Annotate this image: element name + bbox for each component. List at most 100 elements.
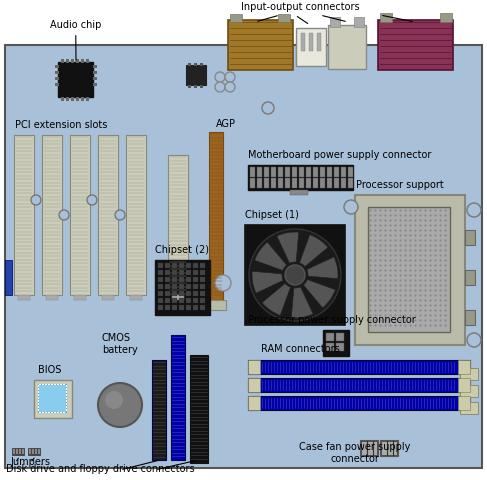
Bar <box>334 167 339 177</box>
Text: Motherboard power supply connector: Motherboard power supply connector <box>248 150 431 160</box>
Text: Processor power supply connector: Processor power supply connector <box>248 315 416 325</box>
Bar <box>460 402 478 414</box>
Bar <box>301 33 305 51</box>
Bar <box>200 63 203 66</box>
Bar <box>248 360 470 374</box>
Bar <box>29 449 31 454</box>
Bar <box>327 178 332 188</box>
Bar <box>158 270 163 275</box>
Wedge shape <box>277 232 299 263</box>
Text: Disk drive and floppy drive connectors: Disk drive and floppy drive connectors <box>6 464 194 474</box>
Bar <box>200 305 205 310</box>
Bar <box>158 291 163 296</box>
Bar <box>354 17 364 27</box>
Bar <box>42 135 62 295</box>
Bar <box>292 167 297 177</box>
Bar <box>188 85 191 88</box>
Bar <box>361 441 377 455</box>
Bar <box>328 25 366 69</box>
Bar <box>193 263 198 268</box>
Bar <box>200 284 205 289</box>
Bar <box>327 167 332 177</box>
Bar <box>172 305 177 310</box>
Bar <box>130 295 142 300</box>
Bar <box>228 20 293 70</box>
Bar <box>28 448 40 455</box>
Bar <box>326 333 334 341</box>
Bar <box>186 270 191 275</box>
Bar <box>285 167 290 177</box>
Text: Case fan power supply
connector: Case fan power supply connector <box>300 443 411 464</box>
Bar <box>334 178 339 188</box>
Bar <box>66 97 69 101</box>
Circle shape <box>262 102 274 114</box>
Bar <box>292 178 297 188</box>
Bar <box>93 83 97 86</box>
Bar <box>93 77 97 80</box>
Bar <box>257 167 262 177</box>
Bar <box>440 13 452 22</box>
Bar <box>341 178 346 188</box>
Bar <box>165 284 170 289</box>
Bar <box>206 300 226 310</box>
Circle shape <box>87 195 97 205</box>
Text: Chipset (2): Chipset (2) <box>155 245 209 255</box>
Bar <box>186 284 191 289</box>
Bar <box>186 291 191 296</box>
Wedge shape <box>255 242 287 271</box>
Bar <box>186 298 191 303</box>
Bar <box>165 291 170 296</box>
Bar <box>306 167 311 177</box>
Text: PCI extension slots: PCI extension slots <box>15 120 107 130</box>
Bar <box>186 263 191 268</box>
Bar <box>264 167 269 177</box>
Circle shape <box>467 333 481 347</box>
Bar <box>76 59 79 63</box>
Bar <box>360 440 378 456</box>
Bar <box>158 305 163 310</box>
Bar <box>248 378 470 392</box>
Circle shape <box>467 203 481 217</box>
Bar <box>299 178 304 188</box>
Bar <box>200 85 203 88</box>
Bar <box>55 71 59 74</box>
Bar <box>179 305 184 310</box>
Bar <box>158 298 163 303</box>
Bar <box>248 378 260 392</box>
Bar <box>194 63 197 66</box>
Bar <box>171 335 185 460</box>
Bar <box>309 33 313 51</box>
Bar <box>313 178 318 188</box>
Wedge shape <box>307 257 338 279</box>
Text: RAM connectors: RAM connectors <box>261 344 339 354</box>
Bar <box>18 295 30 300</box>
Bar <box>155 260 210 315</box>
Bar <box>172 298 177 303</box>
Circle shape <box>249 229 341 321</box>
Bar <box>193 270 198 275</box>
Bar <box>74 295 86 300</box>
Bar <box>61 97 64 101</box>
Bar <box>193 277 198 282</box>
Bar <box>32 449 34 454</box>
Bar <box>285 178 290 188</box>
Bar <box>93 65 97 68</box>
Bar <box>306 178 311 188</box>
Text: Processor support: Processor support <box>356 180 444 190</box>
Circle shape <box>225 82 235 92</box>
Bar <box>460 368 478 380</box>
Bar <box>257 178 262 188</box>
Bar <box>172 291 177 296</box>
Bar <box>70 135 90 295</box>
Bar <box>71 97 74 101</box>
Bar <box>55 77 59 80</box>
Bar <box>81 97 84 101</box>
Bar <box>264 178 269 188</box>
Bar <box>209 132 223 300</box>
Bar <box>271 178 276 188</box>
Circle shape <box>285 265 305 285</box>
Bar <box>299 167 304 177</box>
Bar <box>200 291 205 296</box>
Bar <box>172 295 184 300</box>
Bar <box>186 305 191 310</box>
